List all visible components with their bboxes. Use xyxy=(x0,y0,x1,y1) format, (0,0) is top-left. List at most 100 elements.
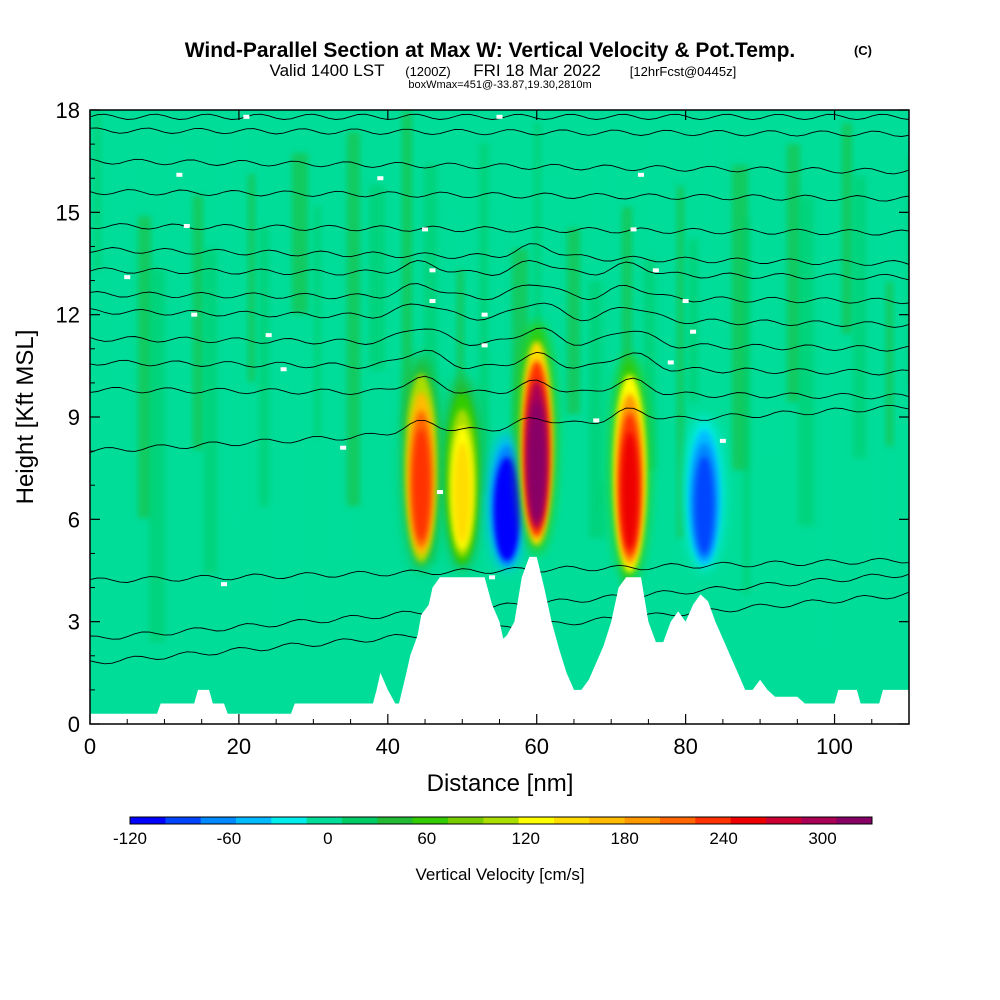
bg-streak-33 xyxy=(688,239,698,402)
colorbar-swatch-1 xyxy=(165,817,202,824)
bg-streak-5 xyxy=(193,195,203,450)
colorbar: -120 -60 0 60 120 180 240 300 xyxy=(113,816,873,848)
isentrope-label-22 xyxy=(719,438,726,443)
colorbar-swatch-7 xyxy=(377,817,414,824)
bg-streak-4 xyxy=(171,142,178,326)
bg-streak-7 xyxy=(226,121,242,518)
subtitle-valid: Valid 1400 LST xyxy=(270,61,385,80)
colorbar-tick-0: 0 xyxy=(323,829,332,848)
bg-streak-22 xyxy=(490,196,503,358)
isentrope-6 xyxy=(90,259,909,281)
bg-streak-32 xyxy=(677,186,684,538)
velocity-core-0 xyxy=(402,355,441,571)
colorbar-swatch-11 xyxy=(518,817,555,824)
bg-streak-24 xyxy=(534,122,541,426)
core-4-level-4 xyxy=(621,432,639,550)
plot-area xyxy=(90,110,909,724)
bg-streak-0 xyxy=(94,110,101,270)
colorbar-swatch-16 xyxy=(695,817,732,824)
velocity-core-5 xyxy=(685,417,724,571)
isentrope-label-11 xyxy=(429,299,436,304)
colorbar-swatch-8 xyxy=(412,817,449,824)
bg-streak-41 xyxy=(842,123,852,334)
bg-streak-34 xyxy=(710,112,723,346)
colorbar-swatch-17 xyxy=(730,817,767,824)
isentrope-label-2 xyxy=(176,172,183,177)
bg-streak-3 xyxy=(149,269,165,642)
isentrope-label-24 xyxy=(221,582,228,587)
isentrope-label-9 xyxy=(652,268,659,273)
x-axis-label: Distance [nm] xyxy=(427,770,574,797)
isentrope-2 xyxy=(90,158,909,175)
isentrope-label-5 xyxy=(183,223,190,228)
colorbar-label: Vertical Velocity [cm/s] xyxy=(415,865,584,884)
isentrope-8 xyxy=(90,302,909,328)
isentrope-label-15 xyxy=(265,333,272,338)
bg-streak-40 xyxy=(820,250,827,650)
y-tick-label-12: 12 xyxy=(56,303,80,328)
isentrope-label-6 xyxy=(422,227,429,232)
isentrope-label-1 xyxy=(496,114,503,119)
isentrope-label-0 xyxy=(243,114,250,119)
isentrope-label-13 xyxy=(191,312,198,317)
colorbar-swatch-3 xyxy=(236,817,272,824)
colorbar-swatch-12 xyxy=(554,817,590,824)
bg-streak-2 xyxy=(138,216,151,518)
core-3-level-4 xyxy=(528,400,546,521)
isentrope-11 xyxy=(90,375,909,400)
isentrope-label-12 xyxy=(682,299,689,304)
velocity-core-1 xyxy=(443,376,482,571)
isentrope-7 xyxy=(90,283,909,305)
colorbar-swatch-2 xyxy=(200,817,237,824)
bg-streak-28 xyxy=(600,154,607,482)
bg-streak-44 xyxy=(886,282,893,446)
colorbar-tick-60: 60 xyxy=(417,829,436,848)
isentrope-13 xyxy=(90,557,909,583)
colorbar-tick-180: 180 xyxy=(610,829,638,848)
isentrope-label-18 xyxy=(280,367,287,372)
colorbar-swatch-10 xyxy=(483,817,520,824)
isentrope-label-23 xyxy=(436,490,443,495)
isentrope-label-20 xyxy=(593,418,600,423)
bg-streak-11 xyxy=(292,153,308,314)
colorbar-swatch-9 xyxy=(448,817,484,824)
bg-streak-21 xyxy=(479,143,489,494)
bg-streak-14 xyxy=(347,132,360,506)
isentrope-label-17 xyxy=(690,329,697,334)
x-tick-label-20: 20 xyxy=(227,734,251,759)
isentrope-3 xyxy=(90,189,909,202)
velocity-core-3 xyxy=(517,321,556,554)
colorbar-tick--120: -120 xyxy=(113,829,147,848)
subtitle-forecast: [12hrFcst@0445z] xyxy=(630,64,736,79)
x-tick-label-100: 100 xyxy=(816,734,853,759)
isentrope-label-4 xyxy=(637,172,644,177)
bg-streak-38 xyxy=(787,144,800,402)
colorbar-frame xyxy=(129,816,873,825)
isentrope-label-10 xyxy=(124,275,131,280)
bg-streak-8 xyxy=(248,174,255,382)
isentrope-10 xyxy=(90,349,909,376)
background-streaks xyxy=(94,110,909,650)
bg-streak-16 xyxy=(391,238,398,494)
y-axis-label: Height [Kft MSL] xyxy=(12,330,39,505)
x-tick-label-40: 40 xyxy=(376,734,400,759)
y-tick-label-6: 6 xyxy=(68,507,80,532)
isentrope-14 xyxy=(90,573,909,640)
core-0-level-4 xyxy=(412,428,430,541)
core-1-level-4 xyxy=(453,442,471,544)
subtitle-boxwmax: boxWmax=451@-33.87,19.30,2810m xyxy=(408,79,591,91)
bg-streak-9 xyxy=(259,227,269,506)
subtitle-date: FRI 18 Mar 2022 xyxy=(473,61,601,80)
colorbar-swatch-15 xyxy=(660,817,696,824)
colorbar-tick-300: 300 xyxy=(808,829,836,848)
subtitle-utc: (1200Z) xyxy=(405,64,451,79)
colorbar-swatch-5 xyxy=(306,817,343,824)
colorbar-swatch-18 xyxy=(766,817,802,824)
bg-streak-17 xyxy=(402,111,412,438)
colorbar-swatch-0 xyxy=(130,817,166,824)
isentrope-label-21 xyxy=(340,445,347,450)
y-tick-label-0: 0 xyxy=(68,712,80,737)
colorbar-swatch-19 xyxy=(801,817,838,824)
